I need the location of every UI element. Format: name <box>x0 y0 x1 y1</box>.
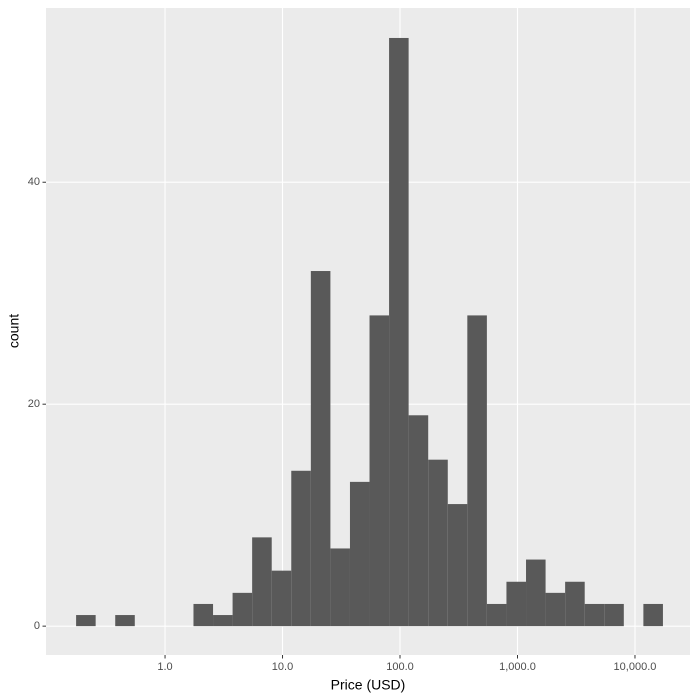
bar <box>369 315 390 627</box>
bar <box>408 415 429 627</box>
bar <box>213 615 233 627</box>
x-tick-label: 10.0 <box>272 661 293 673</box>
bar <box>76 615 96 627</box>
bar <box>545 592 566 627</box>
bar <box>486 603 507 627</box>
bars <box>76 37 663 627</box>
bar <box>349 481 370 627</box>
x-tick-label: 1.0 <box>157 661 172 673</box>
bar <box>310 271 331 627</box>
bar <box>506 581 527 627</box>
bar <box>193 603 214 627</box>
axes: 0 20 40 1.0 10.0 100.0 1,000.0 10,000.0 <box>28 176 657 673</box>
bar <box>447 504 468 627</box>
bar <box>115 615 135 627</box>
bar <box>643 603 663 627</box>
x-tick-label: 1,000.0 <box>499 661 536 673</box>
bar <box>526 559 546 627</box>
bar <box>330 548 350 627</box>
bar <box>252 537 272 627</box>
y-tick-label: 0 <box>34 620 40 632</box>
bar <box>232 592 253 627</box>
bar <box>291 470 311 627</box>
x-tick-label: 10,000.0 <box>614 661 657 673</box>
x-axis-title: Price (USD) <box>331 677 406 693</box>
y-axis-title: count <box>6 314 22 348</box>
y-tick-label: 20 <box>28 398 40 410</box>
x-tick-label: 100.0 <box>386 661 414 673</box>
bar <box>428 459 448 627</box>
bar <box>584 603 605 627</box>
y-tick-label: 40 <box>28 176 40 188</box>
bar <box>389 37 409 627</box>
bar <box>565 581 585 627</box>
bar <box>604 603 624 627</box>
bar <box>271 570 292 627</box>
bar <box>467 315 487 627</box>
